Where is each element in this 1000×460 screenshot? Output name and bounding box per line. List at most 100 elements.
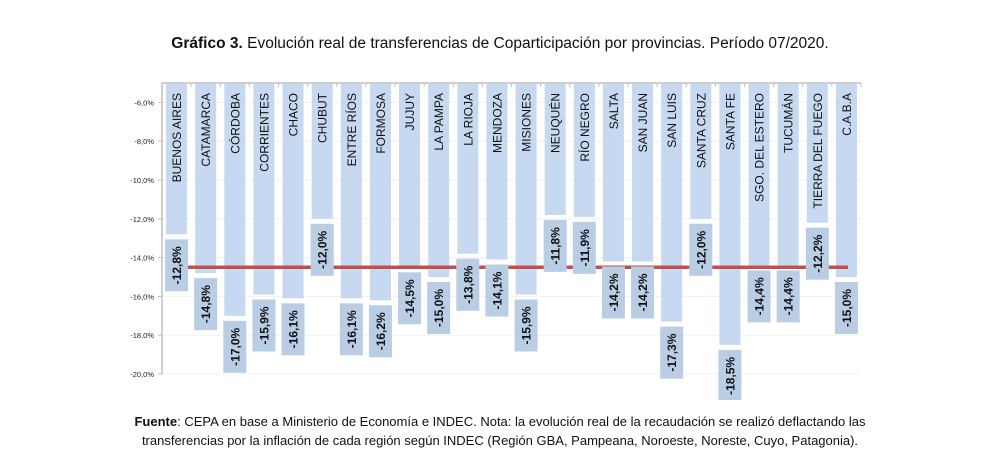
y-tick-label: -18,0%: [130, 331, 154, 340]
data-label: -11,8%: [549, 227, 563, 265]
bar: [195, 84, 217, 274]
data-label-box: [368, 305, 392, 358]
data-label: -14,2%: [607, 273, 621, 311]
data-label-box: [281, 303, 305, 356]
data-label-box: [398, 272, 422, 325]
category-label: JUJUY: [403, 93, 417, 130]
data-label-box: [310, 223, 334, 276]
data-label: -15,0%: [432, 289, 446, 327]
y-tick-label: -8,0%: [134, 137, 154, 146]
chart-title-number: Gráfico 3.: [171, 35, 243, 52]
data-label: -18,5%: [723, 357, 737, 395]
y-tick-label: -10,0%: [130, 176, 154, 185]
data-label-box: [252, 299, 276, 352]
data-label: -16,1%: [287, 310, 301, 348]
category-label: RÍO NEGRO: [577, 93, 592, 162]
bar: [224, 84, 246, 316]
category-label: BUENOS AIRES: [170, 93, 184, 182]
bar: [369, 84, 391, 301]
y-tick-label: -6,0%: [134, 98, 154, 107]
data-label-box: [456, 258, 480, 311]
data-label: -12,0%: [316, 230, 330, 268]
y-tick-label: -14,0%: [130, 254, 154, 263]
data-label: -16,2%: [374, 312, 388, 350]
data-label-box: [718, 349, 742, 400]
category-label: SANTA CRUZ: [694, 93, 708, 168]
data-label: -17,3%: [665, 333, 679, 371]
data-label-box: [776, 270, 800, 323]
data-label-box: [805, 227, 829, 280]
data-label: -15,0%: [840, 289, 854, 327]
bar: [602, 84, 624, 262]
data-label-box: [514, 299, 538, 352]
category-label: SANTA FE: [723, 93, 737, 150]
data-label: -13,8%: [461, 265, 475, 303]
data-label: -17,0%: [228, 327, 242, 365]
bar: [457, 84, 479, 254]
data-label: -14,2%: [636, 273, 650, 311]
bar: [166, 84, 188, 235]
data-label-box: [165, 239, 189, 292]
category-label: LA PAMPA: [432, 93, 446, 151]
bar: [282, 84, 304, 299]
bar: [632, 84, 654, 262]
category-label: CÓRDOBA: [227, 93, 242, 154]
data-label: -14,8%: [199, 285, 213, 323]
data-label: -16,1%: [345, 310, 359, 348]
data-label-box: [601, 266, 625, 319]
data-label: -12,2%: [811, 234, 825, 272]
category-label: FORMOSA: [374, 93, 388, 154]
bar: [428, 84, 450, 277]
data-label-box: [427, 282, 451, 334]
bar: [515, 84, 537, 295]
data-label: -11,9%: [578, 229, 592, 267]
category-label: CATAMARCA: [199, 93, 213, 167]
category-label: LA RIOJA: [461, 93, 475, 146]
bar: [486, 84, 508, 260]
data-label-box: [689, 223, 713, 276]
data-label: -15,9%: [257, 306, 271, 344]
bar-chart: -6,0% -8,0% -10,0% -12,0% -14,0% -16,0% -18,0%…: [130, 82, 862, 400]
category-label: SAN JUAN: [636, 93, 650, 152]
category-label: SAN LUIS: [665, 93, 679, 148]
footer-line-2: transferencias por la inflación de cada …: [141, 433, 859, 448]
bar: [777, 84, 799, 266]
chart-footer: Fuente: CEPA en base a Ministerio de Eco…: [0, 412, 1000, 450]
chart-title: Gráfico 3. Evolución real de transferenc…: [0, 35, 1000, 53]
bar: [661, 84, 683, 322]
data-label-box: [194, 278, 218, 331]
chart-title-text: Evolución real de transferencias de Copa…: [247, 35, 829, 52]
data-label: -14,1%: [490, 271, 504, 309]
bar: [399, 84, 421, 268]
source-label: Fuente: [134, 414, 178, 429]
category-label: CHACO: [287, 93, 301, 136]
data-label: -14,4%: [782, 277, 796, 315]
category-label: CHUBUT: [316, 92, 330, 143]
category-label: TUCUMÁN: [781, 93, 796, 153]
bar: [806, 84, 828, 223]
bar: [340, 84, 362, 299]
bar: [748, 84, 770, 266]
bar: [690, 84, 712, 219]
y-tick-label: -12,0%: [130, 215, 154, 224]
data-label-box: [631, 266, 655, 319]
category-label: CORRIENTES: [257, 93, 271, 172]
y-tick-label: -20,0%: [130, 370, 154, 379]
data-label: -14,4%: [753, 277, 767, 315]
data-label-box: [747, 270, 771, 323]
bar: [573, 84, 595, 217]
data-label-box: [572, 221, 596, 274]
y-tick-label: -16,0%: [130, 292, 154, 301]
data-label: -15,9%: [520, 306, 534, 344]
category-label: SALTA: [607, 93, 621, 129]
category-label: ENTRE RÍOS: [344, 93, 359, 166]
category-label: MENDOZA: [490, 93, 504, 153]
bar: [835, 84, 857, 277]
data-label-box: [834, 282, 858, 334]
footer-line-1: : CEPA en base a Ministerio de Economía …: [177, 414, 866, 429]
data-label-box: [485, 264, 509, 317]
data-label-box: [543, 219, 567, 272]
category-label: NEUQUÉN: [548, 93, 563, 153]
data-label-box: [339, 303, 363, 356]
bar: [719, 84, 741, 345]
